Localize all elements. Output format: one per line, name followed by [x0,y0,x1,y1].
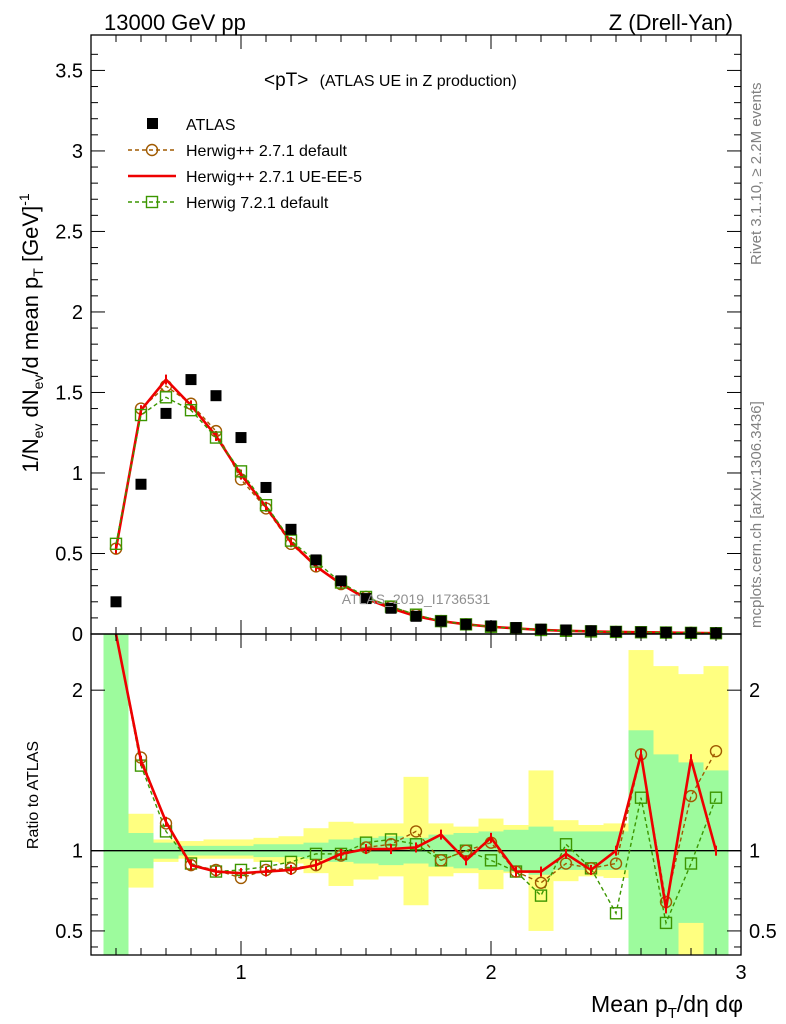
atlas-data-point [260,481,272,493]
atlas-data-point [460,618,472,630]
herwig7-point [134,408,148,422]
ratio-plot-marks [91,633,741,930]
herwig7-point [209,431,223,444]
atlas-data-point [210,390,222,402]
legend-label-herwig-default: Herwig++ 2.7.1 default [186,143,348,160]
axes: 0 0.5 1 1.5 2 2.5 3 3.5 0.5 0.5 1 1 2 2 1 2 3 [55,34,777,984]
ratio-herwig-default-point [184,858,198,872]
ratio-y-tick-label-right: 1 [749,841,760,863]
herwig7-point [184,403,198,417]
ratio-herwig7-point [709,791,723,804]
ratio-y-tick-label-left: 1 [72,841,83,863]
plot-title-main: <pT> [264,70,308,91]
legend: ATLAS Herwig++ 2.7.1 default Herwig++ 2.… [128,117,362,212]
header-left: 13000 GeV pp [104,10,246,35]
legend-marker-herwig-default [145,143,159,157]
legend-label-herwig7: Herwig 7.2.1 default [186,195,329,212]
ratio-herwig7-point [634,791,648,804]
herwig7-point [284,534,298,547]
ratio-y-tick-label-right: 2 [749,680,760,702]
x-tick-label: 3 [735,962,746,984]
atlas-data-point [160,407,172,419]
rivet-label: Rivet 3.1.10, ≥ 2.2M events [748,83,765,266]
band-inner-bin [103,634,129,955]
x-axis-title: Mean pT/dη dφ [591,991,743,1022]
atlas-data-point [235,432,247,444]
atlas-data-point [360,593,372,605]
ratio-herwig-default-point [434,854,448,867]
atlas-data-point [410,610,422,622]
ratio-herwig-default-line [115,633,717,903]
herwig7-point [159,391,173,404]
ratio-herwig7-point [534,889,548,902]
mcplots-label: mcplots.cern.ch [arXiv:1306.3436] [748,401,765,628]
x-tick-label: 1 [235,962,246,984]
y-tick-label: 2.5 [55,221,83,243]
analysis-id-watermark: ATLAS_2019_I1736531 [342,591,491,607]
ratio-y-axis-title: Ratio to ATLAS [25,741,42,849]
atlas-data-point [185,374,197,386]
band-inner-bin [628,730,654,955]
y-tick-label: 3 [72,141,83,163]
herwig7-point [234,465,248,478]
y-tick-label: 0.5 [55,543,83,565]
herwig7-point [259,498,273,512]
ratio-herwig7-point [684,857,698,870]
plot-title: <pT> (ATLAS UE in Z production) [264,70,517,91]
ratio-herwig7-point [484,854,498,867]
ratio-herwig-default-point [534,876,548,889]
legend-marker-atlas [147,118,158,129]
x-tick-label: 2 [485,962,496,984]
legend-marker-herwig7 [145,195,159,209]
atlas-data-point [310,554,322,566]
plot-title-detail: (ATLAS UE in Z production) [320,73,517,90]
atlas-data-point [285,523,297,535]
y-tick-label: 1.5 [55,382,83,404]
ratio-herwig-default-point [609,857,623,870]
herwig7-point [109,537,123,551]
ratio-y-tick-label-right: 0.5 [749,921,777,943]
atlas-data-point [335,575,347,587]
y-tick-label: 3.5 [55,60,83,82]
y-tick-label: 0 [72,624,83,646]
ratio-y-tick-label-left: 2 [72,680,83,702]
atlas-data-point [435,615,447,627]
band-inner-bin [703,770,729,955]
atlas-data-point [135,478,147,490]
ratio-y-tick-label-left: 0.5 [55,921,83,943]
ratio-bands [103,634,729,955]
y-tick-label: 2 [72,302,83,324]
main-y-axis-title: 1/Nev dNev/d mean pT [GeV]-1 [16,193,46,473]
atlas-data-point [110,596,122,608]
ratio-herwig-default-point [709,744,723,758]
ratio-herwig7-point [609,907,623,920]
y-tick-label: 1 [72,463,83,485]
ratio-herwig7-point [659,916,673,930]
legend-label-herwig-ueee5: Herwig++ 2.7.1 UE-EE-5 [186,169,362,186]
atlas-data-point [385,602,397,614]
legend-label-atlas: ATLAS [186,117,236,134]
header-right: Z (Drell-Yan) [609,10,733,35]
ratio-herwig-default-point [409,825,423,838]
